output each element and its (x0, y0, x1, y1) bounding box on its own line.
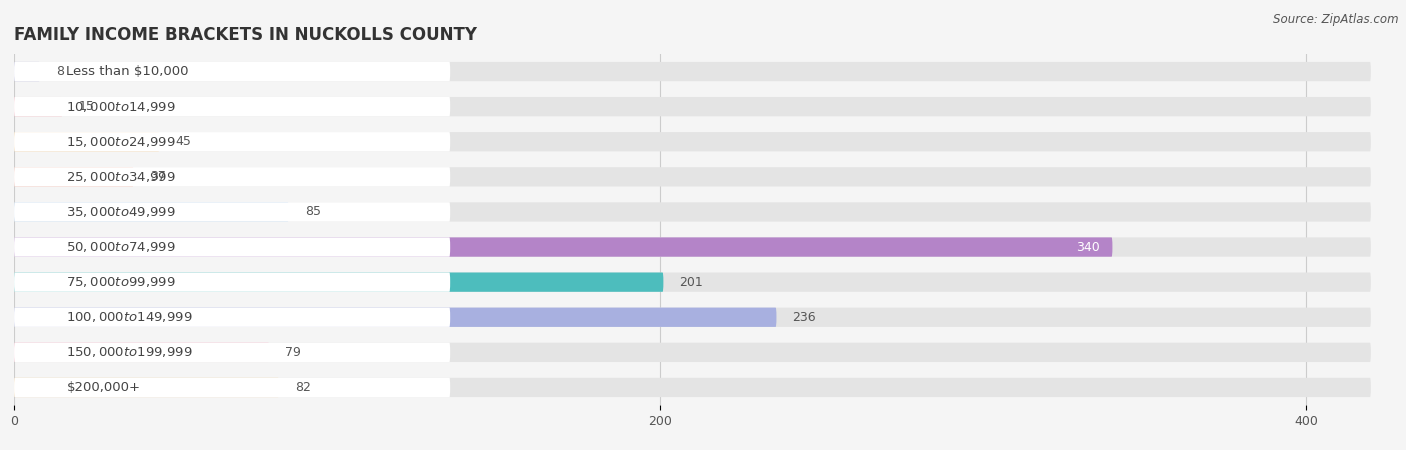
Text: $50,000 to $74,999: $50,000 to $74,999 (66, 240, 176, 254)
Text: 15: 15 (79, 100, 94, 113)
FancyBboxPatch shape (14, 378, 1371, 397)
Text: $25,000 to $34,999: $25,000 to $34,999 (66, 170, 176, 184)
Text: 85: 85 (305, 206, 321, 218)
FancyBboxPatch shape (14, 343, 270, 362)
FancyBboxPatch shape (14, 202, 288, 221)
Text: 45: 45 (176, 135, 191, 148)
FancyBboxPatch shape (14, 308, 776, 327)
FancyBboxPatch shape (14, 62, 1371, 81)
Text: $200,000+: $200,000+ (66, 381, 141, 394)
FancyBboxPatch shape (14, 238, 1112, 256)
FancyBboxPatch shape (14, 97, 1371, 116)
FancyBboxPatch shape (14, 343, 450, 362)
Text: $150,000 to $199,999: $150,000 to $199,999 (66, 345, 193, 360)
FancyBboxPatch shape (14, 378, 450, 397)
Text: 8: 8 (56, 65, 65, 78)
Text: 201: 201 (679, 276, 703, 288)
FancyBboxPatch shape (14, 238, 450, 256)
Text: $10,000 to $14,999: $10,000 to $14,999 (66, 99, 176, 114)
FancyBboxPatch shape (14, 202, 1371, 221)
Text: 340: 340 (1076, 241, 1099, 253)
FancyBboxPatch shape (14, 132, 1371, 151)
FancyBboxPatch shape (14, 202, 450, 221)
FancyBboxPatch shape (14, 273, 664, 292)
FancyBboxPatch shape (14, 273, 450, 292)
Text: $75,000 to $99,999: $75,000 to $99,999 (66, 275, 176, 289)
Text: Source: ZipAtlas.com: Source: ZipAtlas.com (1274, 14, 1399, 27)
FancyBboxPatch shape (14, 167, 1371, 186)
FancyBboxPatch shape (14, 132, 159, 151)
Text: Less than $10,000: Less than $10,000 (66, 65, 188, 78)
Text: 37: 37 (150, 171, 166, 183)
Text: $35,000 to $49,999: $35,000 to $49,999 (66, 205, 176, 219)
Text: 82: 82 (295, 381, 311, 394)
FancyBboxPatch shape (14, 62, 450, 81)
FancyBboxPatch shape (14, 132, 450, 151)
Text: 236: 236 (793, 311, 817, 324)
FancyBboxPatch shape (14, 343, 1371, 362)
FancyBboxPatch shape (14, 308, 450, 327)
Text: $100,000 to $149,999: $100,000 to $149,999 (66, 310, 193, 324)
FancyBboxPatch shape (14, 273, 1371, 292)
FancyBboxPatch shape (14, 97, 450, 116)
FancyBboxPatch shape (14, 167, 450, 186)
Text: 79: 79 (285, 346, 301, 359)
FancyBboxPatch shape (14, 378, 278, 397)
FancyBboxPatch shape (14, 308, 1371, 327)
Text: FAMILY INCOME BRACKETS IN NUCKOLLS COUNTY: FAMILY INCOME BRACKETS IN NUCKOLLS COUNT… (14, 26, 477, 44)
FancyBboxPatch shape (14, 62, 39, 81)
FancyBboxPatch shape (14, 238, 1371, 256)
FancyBboxPatch shape (14, 167, 134, 186)
Text: $15,000 to $24,999: $15,000 to $24,999 (66, 135, 176, 149)
FancyBboxPatch shape (14, 97, 62, 116)
